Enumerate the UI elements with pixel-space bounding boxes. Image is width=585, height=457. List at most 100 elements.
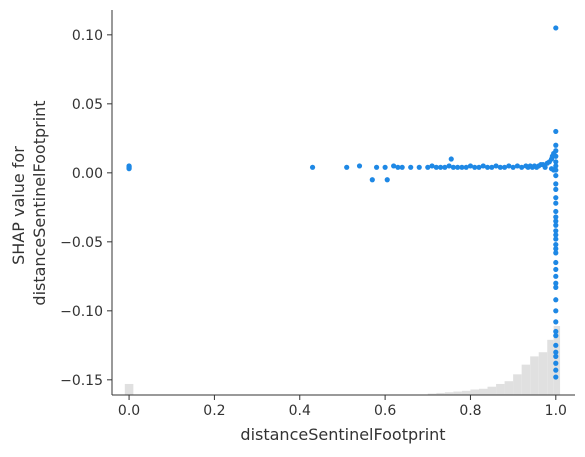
data-point [448, 156, 454, 162]
y-tick-label: 0.10 [72, 28, 103, 44]
data-point [384, 177, 390, 183]
y-axis-title-line-2: distanceSentinelFootprint [30, 100, 49, 305]
y-tick-label: −0.10 [60, 304, 103, 320]
data-point [553, 25, 559, 31]
data-point [553, 241, 559, 248]
data-point [542, 164, 548, 170]
histogram-bar [436, 392, 445, 395]
data-point [416, 164, 422, 170]
data-point [553, 367, 559, 373]
data-point [553, 163, 559, 169]
data-point [455, 164, 461, 170]
data-point [463, 164, 469, 170]
data-point [553, 167, 559, 173]
histogram-bar [444, 392, 454, 395]
histogram-bar [513, 374, 522, 395]
data-point [553, 218, 559, 224]
data-point [446, 163, 452, 169]
data-point [309, 164, 316, 170]
histogram-bar [487, 386, 497, 395]
x-tick-label: 0.4 [289, 403, 311, 419]
data-point [433, 164, 439, 170]
data-point [476, 164, 482, 170]
data-point [429, 163, 435, 169]
x-tick-label: 1.0 [545, 403, 567, 419]
histogram-bar [427, 393, 437, 395]
data-point [382, 164, 388, 170]
histogram-bar [478, 388, 488, 395]
histogram-bar [496, 383, 505, 395]
data-point [553, 208, 559, 215]
data-point [553, 246, 559, 252]
data-point [442, 164, 448, 170]
data-point [519, 164, 525, 170]
data-point [553, 181, 559, 187]
data-point [553, 266, 559, 273]
data-point [450, 164, 456, 170]
data-point [459, 164, 465, 170]
data-point [553, 280, 559, 286]
data-point [391, 163, 397, 169]
data-point [467, 163, 474, 169]
y-axis-title-line-1: SHAP value for [9, 146, 28, 265]
y-tick-label: −0.15 [60, 373, 103, 389]
data-point [395, 164, 401, 170]
histogram-bar [547, 339, 554, 395]
data-point [553, 214, 559, 220]
data-point [472, 164, 478, 170]
histogram-bar [538, 352, 548, 395]
data-point [369, 177, 375, 183]
histogram-bar [521, 364, 531, 395]
data-point [553, 236, 559, 242]
data-point [437, 164, 444, 170]
data-point [489, 164, 495, 170]
data-point [553, 159, 559, 165]
data-point [484, 164, 491, 170]
data-point [553, 284, 559, 290]
data-point [553, 232, 559, 238]
data-point [408, 164, 414, 170]
data-point [399, 164, 405, 170]
data-point [553, 333, 559, 339]
data-point [356, 163, 363, 169]
y-tick-label: 0.00 [72, 166, 103, 182]
histogram-bar [470, 389, 479, 395]
data-point [501, 164, 508, 170]
data-point [553, 142, 559, 148]
data-point [553, 308, 559, 314]
data-point [553, 200, 559, 206]
data-point [553, 228, 559, 234]
histogram-bar [124, 383, 134, 395]
data-point [553, 250, 559, 256]
x-axis-title: distanceSentinelFootprint [240, 425, 445, 444]
points-layer [126, 25, 559, 380]
histogram-bar [504, 381, 514, 395]
data-point [553, 349, 559, 355]
histogram-bar [553, 326, 561, 395]
data-point [553, 128, 559, 135]
data-point [553, 353, 559, 359]
histogram-layer [124, 326, 561, 395]
data-point [480, 163, 486, 169]
data-point [373, 164, 380, 170]
data-point [497, 164, 503, 170]
x-tick-label: 0.0 [118, 403, 140, 419]
data-point [553, 297, 559, 303]
data-point [553, 342, 559, 348]
y-tick-label: 0.05 [72, 97, 103, 113]
x-tick-label: 0.2 [203, 403, 225, 419]
data-point [553, 222, 559, 228]
data-point [510, 164, 516, 170]
data-point [553, 319, 559, 325]
data-point [553, 195, 559, 201]
data-point [553, 259, 559, 266]
y-tick-label: −0.05 [60, 235, 103, 251]
data-point [553, 273, 559, 279]
tick-layer: 0.0 0.2 0.4 0.6 0.8 1.0 0.10 0.05 0.00 −0.05 −0.10… [60, 28, 567, 419]
data-point [344, 164, 350, 170]
data-point [553, 186, 559, 192]
data-point [514, 163, 520, 169]
y-axis-title: SHAP value for distanceSentinelFootprint [9, 100, 49, 305]
